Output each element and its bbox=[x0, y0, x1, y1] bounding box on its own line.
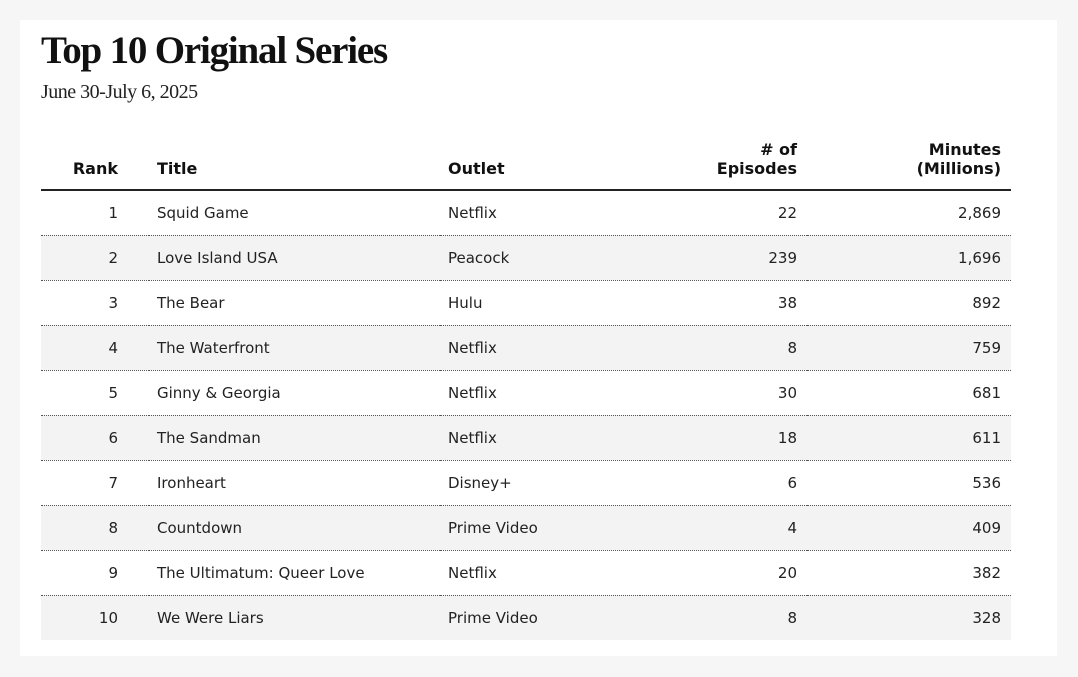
column-header-minutes: Minutes (Millions) bbox=[807, 138, 1011, 191]
table-row: 8 Countdown Prime Video 4 409 bbox=[41, 505, 1011, 551]
cell-outlet: Netflix bbox=[440, 325, 640, 371]
cell-title: Squid Game bbox=[149, 190, 440, 236]
cell-minutes: 328 bbox=[807, 595, 1011, 640]
table-row: 10 We Were Liars Prime Video 8 328 bbox=[41, 595, 1011, 640]
cell-outlet: Prime Video bbox=[440, 595, 640, 640]
cell-title: Ginny & Georgia bbox=[149, 370, 440, 416]
column-header-rank: Rank bbox=[41, 138, 149, 191]
cell-rank: 6 bbox=[41, 415, 149, 461]
cell-title: The Sandman bbox=[149, 415, 440, 461]
cell-rank: 1 bbox=[41, 190, 149, 236]
cell-rank: 7 bbox=[41, 460, 149, 506]
cell-outlet: Prime Video bbox=[440, 505, 640, 551]
table-row: 4 The Waterfront Netflix 8 759 bbox=[41, 325, 1011, 371]
cell-outlet: Hulu bbox=[440, 280, 640, 326]
cell-outlet: Peacock bbox=[440, 235, 640, 281]
cell-episodes: 38 bbox=[640, 280, 807, 326]
table-row: 6 The Sandman Netflix 18 611 bbox=[41, 415, 1011, 461]
cell-minutes: 2,869 bbox=[807, 190, 1011, 236]
cell-outlet: Netflix bbox=[440, 370, 640, 416]
cell-outlet: Netflix bbox=[440, 550, 640, 596]
cell-episodes: 8 bbox=[640, 325, 807, 371]
column-header-episodes: # of Episodes bbox=[640, 138, 807, 191]
cell-episodes: 20 bbox=[640, 550, 807, 596]
table-row: 9 The Ultimatum: Queer Love Netflix 20 3… bbox=[41, 550, 1011, 596]
cell-title: Countdown bbox=[149, 505, 440, 551]
table-row: 2 Love Island USA Peacock 239 1,696 bbox=[41, 235, 1011, 281]
cell-title: Ironheart bbox=[149, 460, 440, 506]
column-header-minutes-line-1: Minutes bbox=[928, 140, 1001, 159]
table-row: 5 Ginny & Georgia Netflix 30 681 bbox=[41, 370, 1011, 416]
cell-rank: 5 bbox=[41, 370, 149, 416]
table-header-row: Rank Title Outlet # of Episodes Minutes … bbox=[41, 138, 1011, 191]
table-row: 3 The Bear Hulu 38 892 bbox=[41, 280, 1011, 326]
chart-subtitle: June 30-July 6, 2025 bbox=[41, 81, 198, 103]
column-header-title: Title bbox=[149, 138, 440, 191]
ratings-table: Rank Title Outlet # of Episodes Minutes … bbox=[41, 138, 1011, 640]
table-row: 7 Ironheart Disney+ 6 536 bbox=[41, 460, 1011, 506]
cell-episodes: 6 bbox=[640, 460, 807, 506]
column-header-episodes-line-1: # of bbox=[760, 140, 797, 159]
table-card: Top 10 Original Series June 30-July 6, 2… bbox=[20, 20, 1057, 656]
cell-minutes: 611 bbox=[807, 415, 1011, 461]
cell-outlet: Netflix bbox=[440, 415, 640, 461]
cell-rank: 10 bbox=[41, 595, 149, 640]
table-row: 1 Squid Game Netflix 22 2,869 bbox=[41, 190, 1011, 236]
cell-rank: 8 bbox=[41, 505, 149, 551]
cell-minutes: 681 bbox=[807, 370, 1011, 416]
cell-outlet: Netflix bbox=[440, 190, 640, 236]
cell-rank: 2 bbox=[41, 235, 149, 281]
cell-minutes: 1,696 bbox=[807, 235, 1011, 281]
cell-minutes: 536 bbox=[807, 460, 1011, 506]
cell-minutes: 892 bbox=[807, 280, 1011, 326]
cell-title: We Were Liars bbox=[149, 595, 440, 640]
cell-episodes: 8 bbox=[640, 595, 807, 640]
cell-rank: 3 bbox=[41, 280, 149, 326]
cell-rank: 9 bbox=[41, 550, 149, 596]
cell-episodes: 22 bbox=[640, 190, 807, 236]
cell-episodes: 239 bbox=[640, 235, 807, 281]
table-body: 1 Squid Game Netflix 22 2,869 2 Love Isl… bbox=[41, 190, 1011, 640]
cell-rank: 4 bbox=[41, 325, 149, 371]
cell-episodes: 18 bbox=[640, 415, 807, 461]
cell-title: The Bear bbox=[149, 280, 440, 326]
cell-minutes: 759 bbox=[807, 325, 1011, 371]
cell-minutes: 382 bbox=[807, 550, 1011, 596]
column-header-episodes-line-2: Episodes bbox=[716, 159, 797, 178]
cell-title: The Waterfront bbox=[149, 325, 440, 371]
cell-outlet: Disney+ bbox=[440, 460, 640, 506]
cell-episodes: 30 bbox=[640, 370, 807, 416]
cell-title: Love Island USA bbox=[149, 235, 440, 281]
cell-episodes: 4 bbox=[640, 505, 807, 551]
column-header-minutes-line-2: (Millions) bbox=[916, 159, 1001, 178]
chart-title: Top 10 Original Series bbox=[41, 29, 388, 72]
column-header-outlet: Outlet bbox=[440, 138, 640, 191]
cell-title: The Ultimatum: Queer Love bbox=[149, 550, 440, 596]
cell-minutes: 409 bbox=[807, 505, 1011, 551]
